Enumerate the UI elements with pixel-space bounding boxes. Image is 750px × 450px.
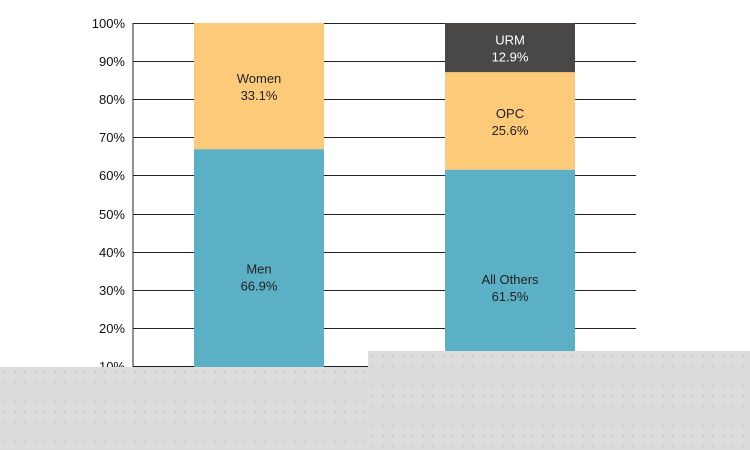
segment-value-label: 12.9% <box>492 50 529 65</box>
y-tick-label: 100% <box>92 16 126 31</box>
bar-segment <box>194 23 324 150</box>
y-tick-label: 80% <box>99 92 125 107</box>
segment-name-label: All Others <box>481 272 539 287</box>
y-tick-label: 20% <box>99 321 125 336</box>
y-tick-label: 40% <box>99 245 125 260</box>
segment-value-label: 66.9% <box>241 279 278 294</box>
segment-name-label: Women <box>237 71 282 86</box>
overlay-panel-left <box>0 367 370 450</box>
overlay-panel-right <box>368 351 750 450</box>
y-tick-label: 90% <box>99 54 125 69</box>
segment-name-label: Men <box>246 262 271 277</box>
y-tick-label: 60% <box>99 168 125 183</box>
y-tick-label: 70% <box>99 130 125 145</box>
segment-name-label: OPC <box>496 106 524 121</box>
bar-segment <box>445 72 575 170</box>
segment-value-label: 61.5% <box>492 289 529 304</box>
segment-value-label: 25.6% <box>492 123 529 138</box>
y-tick-label: 50% <box>99 207 125 222</box>
segment-labels: Men 66.9% Women 33.1% All Others 61.5% OPC 25.6… <box>237 33 539 304</box>
segment-name-label: URM <box>495 33 525 48</box>
y-axis-ticks: 0%10%20%30%40%50%60%70%80%90%100% <box>92 16 126 412</box>
y-tick-label: 30% <box>99 283 125 298</box>
bar-segment <box>445 23 575 73</box>
segment-value-label: 33.1% <box>241 88 278 103</box>
bar-segment <box>194 149 324 404</box>
